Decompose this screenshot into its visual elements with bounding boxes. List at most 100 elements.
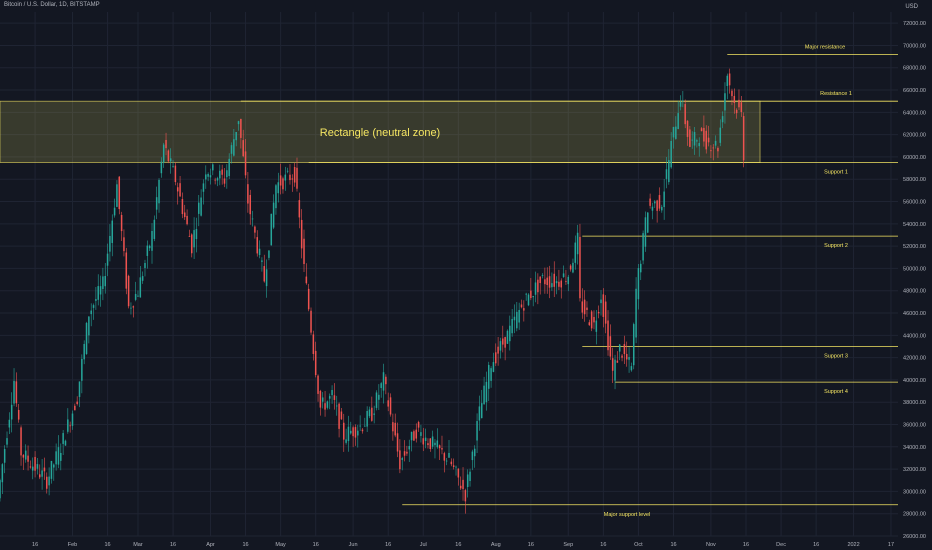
candle-body bbox=[548, 276, 551, 288]
candle-body bbox=[183, 212, 186, 218]
candle-body bbox=[366, 411, 368, 427]
x-tick-label: Oct bbox=[634, 542, 643, 548]
candle-body bbox=[326, 401, 329, 408]
level-label: Support 1 bbox=[824, 170, 848, 176]
candle-body bbox=[544, 279, 546, 285]
neutral-zone-label: Rectangle (neutral zone) bbox=[320, 127, 440, 139]
candle-body bbox=[410, 431, 413, 441]
candle-body bbox=[719, 127, 722, 143]
candle-body bbox=[109, 235, 111, 252]
y-tick-label: 62000.00 bbox=[903, 133, 926, 139]
candle-body bbox=[413, 431, 415, 441]
candle-body bbox=[209, 175, 212, 178]
x-tick-label: Sep bbox=[563, 542, 573, 548]
candle-body bbox=[174, 165, 177, 183]
x-tick-label: 16 bbox=[743, 542, 749, 548]
x-tick-label: 16 bbox=[670, 542, 676, 548]
candle-body bbox=[611, 358, 614, 371]
candle-body bbox=[602, 294, 605, 317]
y-tick-label: 56000.00 bbox=[903, 200, 926, 206]
candle-body bbox=[97, 286, 99, 300]
candle-body bbox=[502, 338, 504, 345]
candle-body bbox=[130, 307, 132, 309]
candle-body bbox=[244, 151, 247, 176]
candle-body bbox=[541, 275, 544, 276]
candle-body bbox=[422, 438, 425, 445]
candle-body bbox=[265, 269, 268, 287]
x-tick-label: Jul bbox=[420, 542, 427, 548]
candle-body bbox=[340, 411, 343, 420]
candle-body bbox=[534, 282, 537, 295]
candle-body bbox=[724, 93, 726, 111]
candle-body bbox=[10, 404, 13, 420]
candle-body bbox=[721, 116, 724, 123]
y-tick-label: 42000.00 bbox=[903, 356, 926, 362]
candle-body bbox=[537, 279, 539, 293]
candle-body bbox=[455, 466, 457, 468]
candle-body bbox=[69, 425, 71, 427]
candle-body bbox=[635, 288, 637, 338]
candle-body bbox=[53, 464, 55, 468]
candle-body bbox=[574, 242, 577, 263]
candle-body bbox=[429, 438, 432, 450]
candle-body bbox=[137, 295, 139, 297]
candle-body bbox=[286, 170, 289, 172]
x-tick-label: 16 bbox=[455, 542, 461, 548]
candle-body bbox=[523, 308, 525, 311]
y-tick-label: 26000.00 bbox=[903, 534, 926, 540]
symbol-title: Bitcoin / U.S. Dollar, 1D, BITSTAMP bbox=[4, 2, 100, 8]
candle-body bbox=[452, 465, 455, 467]
candle-body bbox=[17, 409, 20, 420]
candle-body bbox=[408, 446, 411, 450]
candle-body bbox=[111, 220, 114, 243]
y-tick-label: 60000.00 bbox=[903, 155, 926, 161]
candle-body bbox=[583, 299, 586, 315]
candle-body bbox=[139, 277, 142, 298]
candle-body bbox=[686, 120, 689, 137]
candle-body bbox=[186, 215, 188, 225]
candle-body bbox=[497, 346, 499, 354]
candle-body bbox=[34, 456, 36, 471]
candle-body bbox=[740, 102, 743, 113]
candle-body bbox=[506, 330, 509, 344]
candle-body bbox=[424, 437, 427, 441]
candle-body bbox=[516, 311, 518, 329]
candle-body bbox=[604, 301, 607, 324]
candle-body bbox=[272, 202, 275, 228]
candle-body bbox=[670, 140, 672, 168]
candle-body bbox=[104, 275, 106, 287]
candle-body bbox=[607, 320, 609, 351]
candle-body bbox=[22, 455, 25, 458]
candle-body bbox=[3, 449, 6, 463]
candle-body bbox=[684, 104, 686, 125]
candle-body bbox=[41, 470, 43, 477]
candle-body bbox=[258, 248, 261, 255]
candle-body bbox=[417, 422, 420, 428]
candle-body bbox=[471, 451, 474, 461]
candle-body bbox=[476, 421, 478, 441]
candle-body bbox=[644, 217, 647, 247]
candle-body bbox=[160, 161, 163, 174]
candle-body bbox=[76, 401, 78, 405]
candle-body bbox=[733, 95, 736, 104]
y-tick-label: 52000.00 bbox=[903, 244, 926, 250]
candle-body bbox=[300, 219, 303, 249]
candle-body bbox=[576, 232, 579, 255]
candle-body bbox=[530, 290, 532, 299]
y-tick-label: 36000.00 bbox=[903, 423, 926, 429]
candle-body bbox=[651, 206, 654, 211]
candle-body bbox=[717, 147, 719, 152]
candle-body bbox=[378, 394, 380, 400]
candle-body bbox=[389, 397, 392, 415]
candle-body bbox=[113, 207, 116, 216]
candle-body bbox=[116, 184, 118, 207]
candle-body bbox=[375, 392, 378, 408]
candle-body bbox=[24, 450, 27, 460]
candle-body bbox=[247, 184, 249, 204]
candle-body bbox=[305, 276, 308, 284]
level-label: Major resistance bbox=[805, 44, 845, 50]
candle-body bbox=[590, 311, 593, 329]
candle-body bbox=[551, 283, 553, 288]
candle-body bbox=[46, 476, 48, 489]
